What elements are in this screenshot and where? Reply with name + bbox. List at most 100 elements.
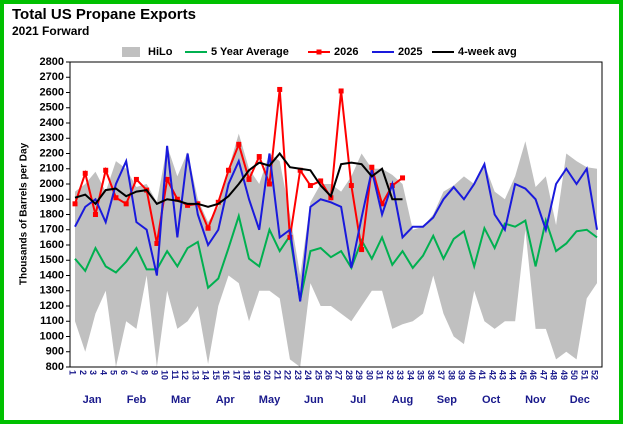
series-marker <box>348 183 354 189</box>
chart-title: Total US Propane Exports <box>12 6 196 23</box>
legend-label: 4-week avg <box>458 46 517 58</box>
month-label: Aug <box>392 394 413 406</box>
y-tick-label: 2100 <box>40 163 64 175</box>
series-marker <box>82 170 88 176</box>
month-label: Oct <box>482 394 501 406</box>
series-marker <box>369 164 375 170</box>
x-tick-label: 45 <box>518 370 528 380</box>
x-tick-label: 6 <box>119 370 129 375</box>
x-tick-label: 29 <box>354 370 364 380</box>
y-tick-label: 2400 <box>40 117 64 129</box>
y-tick-label: 1300 <box>40 285 64 297</box>
legend-label: HiLo <box>148 46 173 58</box>
series-marker <box>277 86 283 92</box>
x-tick-label: 39 <box>457 370 467 380</box>
series-marker <box>338 88 344 94</box>
series-line <box>74 145 598 302</box>
series-marker <box>123 201 129 207</box>
y-tick-label: 1500 <box>40 254 64 266</box>
series-marker <box>154 240 160 246</box>
month-label: Jul <box>350 394 366 406</box>
x-tick-label: 41 <box>477 370 487 380</box>
y-tick-label: 900 <box>46 346 64 358</box>
series-marker <box>307 183 313 189</box>
x-tick-label: 48 <box>549 370 559 380</box>
hilo-band <box>75 133 597 367</box>
x-tick-label: 32 <box>385 370 395 380</box>
series-marker <box>246 176 252 182</box>
x-tick-label: 28 <box>344 370 354 380</box>
x-tick-label: 3 <box>88 370 98 375</box>
y-tick-label: 2600 <box>40 86 64 98</box>
series-marker <box>328 195 334 201</box>
x-tick-label: 37 <box>436 370 446 380</box>
y-tick-label: 1700 <box>40 224 64 236</box>
month-label: Sep <box>437 394 457 406</box>
y-tick-label: 2800 <box>40 56 64 68</box>
x-tick-label: 23 <box>293 370 303 380</box>
series-marker <box>113 195 119 201</box>
series-marker <box>379 201 385 207</box>
y-tick-label: 1400 <box>40 269 64 281</box>
series-line <box>74 151 403 208</box>
x-tick-label: 44 <box>508 370 518 380</box>
month-label: Mar <box>171 394 191 406</box>
x-tick-label: 13 <box>190 370 200 380</box>
y-tick-label: 1000 <box>40 330 64 342</box>
legend-marker <box>316 49 322 55</box>
x-tick-label: 38 <box>446 370 456 380</box>
x-tick-label: 7 <box>129 370 139 375</box>
month-label: Dec <box>570 394 590 406</box>
x-tick-label: 2 <box>78 370 88 375</box>
legend-label: 2025 <box>398 46 422 58</box>
x-tick-label: 24 <box>303 370 313 380</box>
x-tick-label: 19 <box>252 370 262 380</box>
y-tick-label: 1100 <box>40 315 64 327</box>
series-marker <box>318 178 324 184</box>
x-tick-label: 21 <box>272 370 282 380</box>
x-tick-label: 49 <box>559 370 569 380</box>
x-tick-label: 1 <box>68 370 78 375</box>
x-tick-label: 35 <box>416 370 426 380</box>
legend-label: 5 Year Average <box>211 46 289 58</box>
y-tick-label: 2200 <box>40 147 64 159</box>
x-tick-label: 43 <box>498 370 508 380</box>
series-marker <box>266 181 272 187</box>
x-tick-label: 30 <box>364 370 374 380</box>
x-tick-label: 4 <box>98 370 108 375</box>
series-marker <box>92 212 98 217</box>
x-tick-label: 20 <box>262 370 272 380</box>
series-marker <box>72 201 78 207</box>
series-marker <box>226 167 232 173</box>
series-marker <box>185 202 191 208</box>
month-label: May <box>259 394 281 406</box>
series-marker <box>215 199 221 205</box>
x-tick-label: 34 <box>405 370 415 380</box>
x-tick-label: 42 <box>487 370 497 380</box>
series-marker <box>400 175 406 181</box>
y-tick-label: 1200 <box>40 300 64 312</box>
y-tick-label: 2300 <box>40 132 64 144</box>
x-tick-label: 26 <box>324 370 334 380</box>
series-marker <box>256 154 262 160</box>
x-tick-label: 50 <box>569 370 579 380</box>
x-tick-label: 17 <box>231 370 241 380</box>
x-tick-label: 46 <box>528 370 538 380</box>
series-marker <box>174 196 180 202</box>
x-tick-label: 25 <box>313 370 323 380</box>
x-tick-label: 22 <box>283 370 293 380</box>
x-tick-label: 33 <box>395 370 405 380</box>
series-marker <box>359 247 365 253</box>
y-tick-label: 1800 <box>40 208 64 220</box>
chart-subtitle: 2021 Forward <box>12 24 89 38</box>
x-tick-label: 9 <box>150 370 160 375</box>
month-label: Nov <box>525 394 547 406</box>
x-tick-label: 5 <box>109 370 119 375</box>
x-tick-label: 47 <box>538 370 548 380</box>
legend-swatch <box>122 47 140 57</box>
month-label: Feb <box>127 394 147 406</box>
x-tick-label: 51 <box>579 370 589 380</box>
series-marker <box>205 225 211 231</box>
y-tick-label: 800 <box>46 361 64 373</box>
